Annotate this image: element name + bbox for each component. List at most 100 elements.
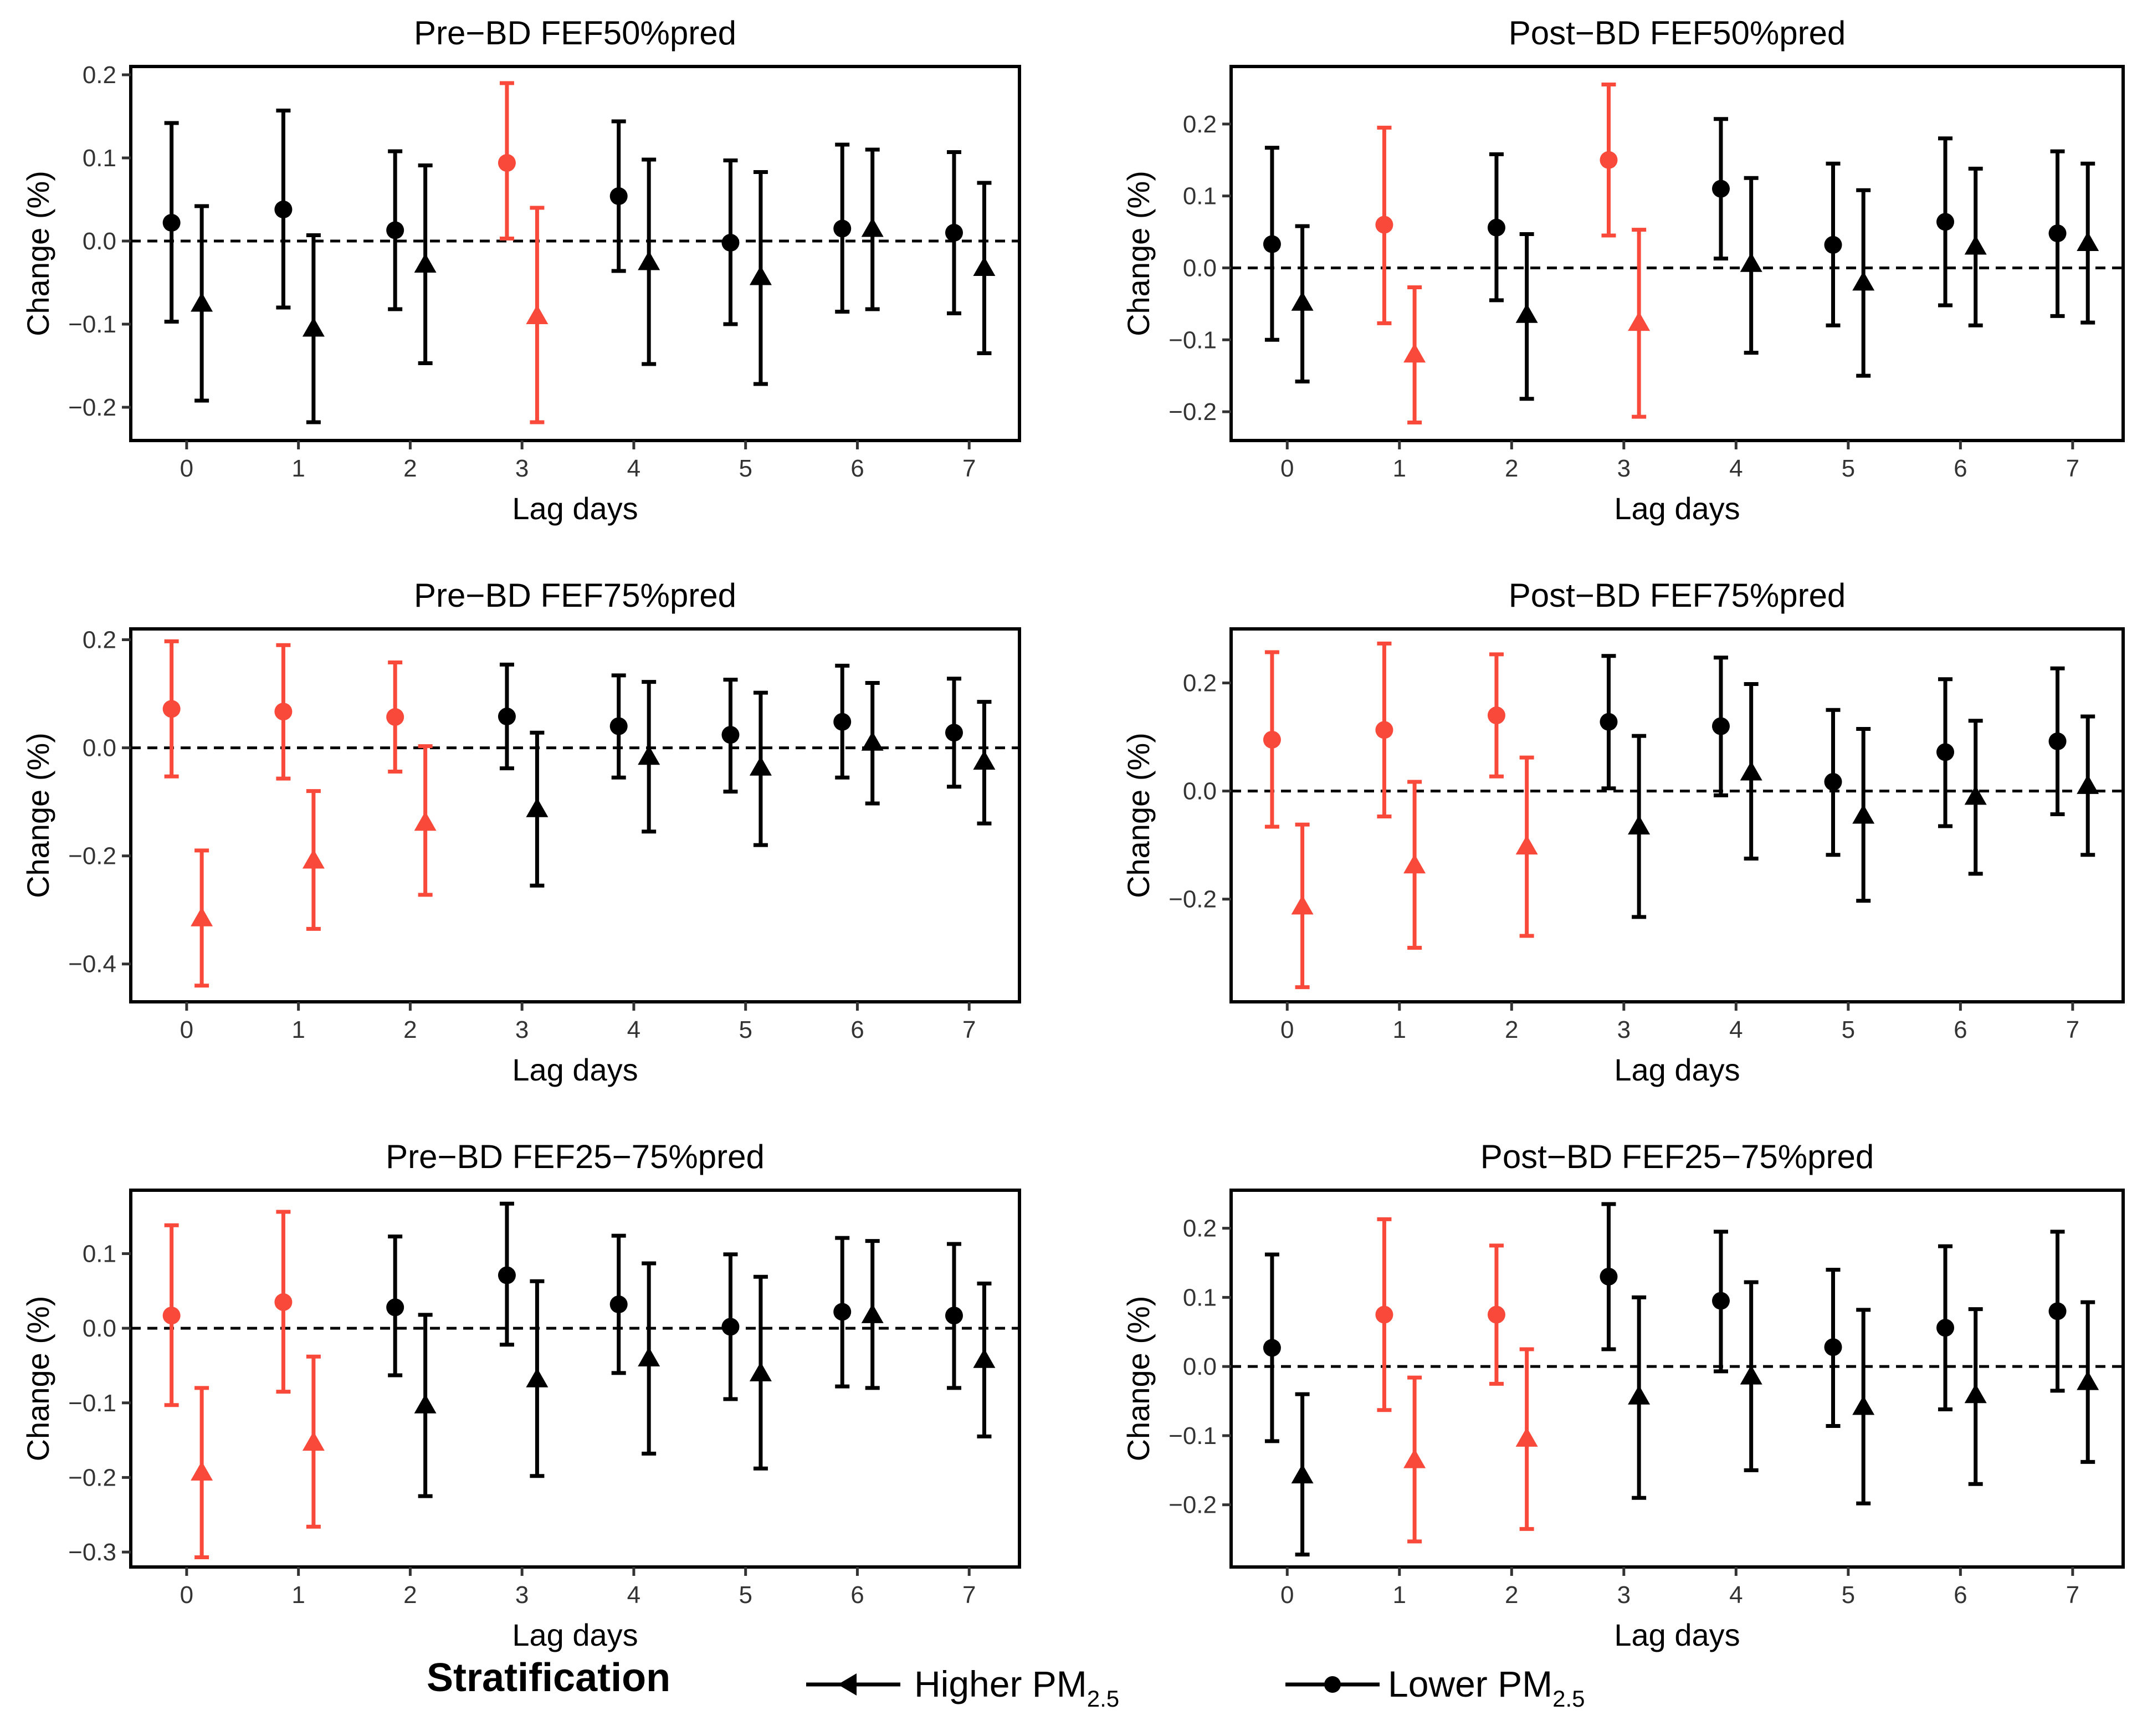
y-tick-label: −0.2 — [68, 843, 116, 870]
x-tick-label: 7 — [2066, 1581, 2079, 1609]
data-point-circle — [721, 1318, 740, 1336]
data-point-circle — [1936, 1319, 1955, 1337]
x-tick-label: 1 — [291, 455, 305, 482]
x-tick-label: 1 — [1393, 455, 1406, 482]
data-point-triangle — [1291, 1464, 1314, 1484]
chart-panel-6: Post−BD FEF25−75%pred −0.2 −0.1 0.0 0.1 0.2 0 1… — [1121, 1138, 2125, 1652]
data-point-circle — [833, 219, 852, 238]
data-point-circle — [1263, 730, 1281, 749]
data-point-circle — [1711, 717, 1730, 735]
series-higher-pm25 — [191, 1239, 996, 1559]
data-point-triangle — [526, 305, 549, 324]
data-point-circle — [162, 214, 181, 232]
x-tick-label: 0 — [1280, 1581, 1294, 1609]
chart-panel-5: Pre−BD FEF25−75%pred −0.3 −0.2 −0.1 0.0 0.1 0 1… — [21, 1138, 1021, 1652]
data-point-triangle — [861, 731, 884, 751]
x-tick-label: 6 — [1954, 1016, 1967, 1043]
data-point-circle — [1824, 235, 1842, 254]
data-point-triangle — [2077, 1370, 2099, 1390]
x-tick-label: 5 — [739, 1016, 752, 1043]
y-tick-label: −0.2 — [1169, 886, 1217, 913]
x-tick-label: 4 — [627, 1581, 640, 1609]
chart-title: Pre−BD FEF75%pred — [414, 577, 736, 614]
x-tick-label: 1 — [1393, 1016, 1406, 1043]
x-tick-label: 2 — [1505, 1581, 1518, 1609]
y-tick-label: −0.1 — [1169, 1422, 1217, 1450]
legend-item-higher: Higher PM2.5 — [806, 1663, 1119, 1712]
data-point-triangle — [1964, 1384, 1987, 1404]
y-tick-label: 0.2 — [83, 627, 116, 654]
y-tick-label: 0.2 — [83, 62, 116, 89]
data-point-circle — [945, 224, 963, 242]
data-point-triangle — [1964, 235, 1987, 255]
plot-frame — [1229, 627, 2125, 1003]
series-lower-pm25 — [1263, 1202, 2067, 1443]
data-point-circle — [2048, 1302, 2067, 1320]
data-point-circle — [833, 1303, 852, 1321]
chart-panel-4: Post−BD FEF75%pred −0.2 0.0 0.2 0 1 2 3 4 5 6 7 Lag … — [1121, 577, 2125, 1087]
x-tick-label: 3 — [515, 1581, 529, 1609]
series-lower-pm25 — [162, 639, 963, 794]
data-point-triangle — [1515, 303, 1538, 323]
data-point-triangle — [414, 1394, 437, 1414]
data-point-triangle — [861, 217, 884, 237]
y-tick-label: 0.2 — [1183, 670, 1217, 697]
data-point-triangle — [1628, 815, 1651, 834]
data-point-triangle — [1403, 343, 1426, 363]
y-tick-label: 0.1 — [83, 145, 116, 172]
series-higher-pm25 — [191, 680, 996, 988]
y-axis-label: Change (%) — [1121, 1296, 1156, 1462]
data-point-circle — [386, 708, 404, 726]
chart-title: Post−BD FEF75%pred — [1509, 577, 1846, 614]
data-point-circle — [386, 1298, 404, 1317]
x-tick-label: 4 — [1729, 1016, 1743, 1043]
x-axis-label: Lag days — [512, 1617, 638, 1652]
y-axis-label: Change (%) — [1121, 733, 1156, 898]
plot-frame — [129, 65, 1021, 442]
data-point-circle — [498, 154, 516, 172]
x-tick-label: 3 — [1617, 455, 1631, 482]
y-axis-label: Change (%) — [21, 733, 55, 898]
data-point-triangle — [1740, 761, 1762, 781]
x-tick-label: 1 — [291, 1581, 305, 1609]
data-point-circle — [945, 1307, 963, 1325]
x-tick-label: 3 — [515, 1016, 529, 1043]
x-tick-label: 6 — [850, 455, 864, 482]
data-point-triangle — [973, 1348, 996, 1368]
data-point-circle — [2048, 732, 2067, 750]
data-point-triangle — [861, 1303, 884, 1323]
data-point-triangle — [749, 756, 772, 776]
plot-frame — [129, 1189, 1021, 1569]
chart-title: Post−BD FEF50%pred — [1509, 14, 1846, 52]
series-higher-pm25 — [1291, 1280, 2099, 1557]
data-point-triangle — [526, 1368, 549, 1387]
series-higher-pm25 — [191, 147, 996, 424]
data-point-triangle — [749, 265, 772, 285]
data-point-circle — [274, 201, 293, 218]
chart-title: Pre−BD FEF50%pred — [414, 14, 736, 52]
x-tick-label: 7 — [962, 1016, 976, 1043]
x-axis-label: Lag days — [1614, 1052, 1740, 1087]
data-point-triangle — [414, 253, 437, 273]
legend-higher-label: Higher PM2.5 — [914, 1663, 1119, 1712]
data-point-circle — [1600, 713, 1618, 731]
triangle-marker-icon — [838, 1673, 857, 1696]
series-lower-pm25 — [1263, 641, 2067, 857]
data-point-circle — [1824, 1338, 1842, 1356]
x-tick-label: 2 — [403, 455, 417, 482]
data-point-circle — [1711, 1292, 1730, 1310]
data-point-circle — [1375, 721, 1393, 739]
series-higher-pm25 — [1291, 161, 2099, 425]
data-point-circle — [274, 1293, 293, 1311]
data-point-circle — [2048, 224, 2067, 243]
y-tick-label: 0.1 — [1183, 1284, 1217, 1311]
y-axis-label: Change (%) — [21, 1296, 55, 1462]
data-point-triangle — [1740, 1365, 1762, 1385]
data-point-circle — [1487, 1305, 1505, 1324]
data-point-triangle — [749, 1361, 772, 1381]
data-point-triangle — [302, 1431, 325, 1451]
data-point-circle — [162, 1307, 181, 1325]
legend: Stratification Higher PM2.5 Lower PM2.5 — [427, 1656, 1585, 1712]
y-tick-label: 0.1 — [83, 1240, 116, 1267]
